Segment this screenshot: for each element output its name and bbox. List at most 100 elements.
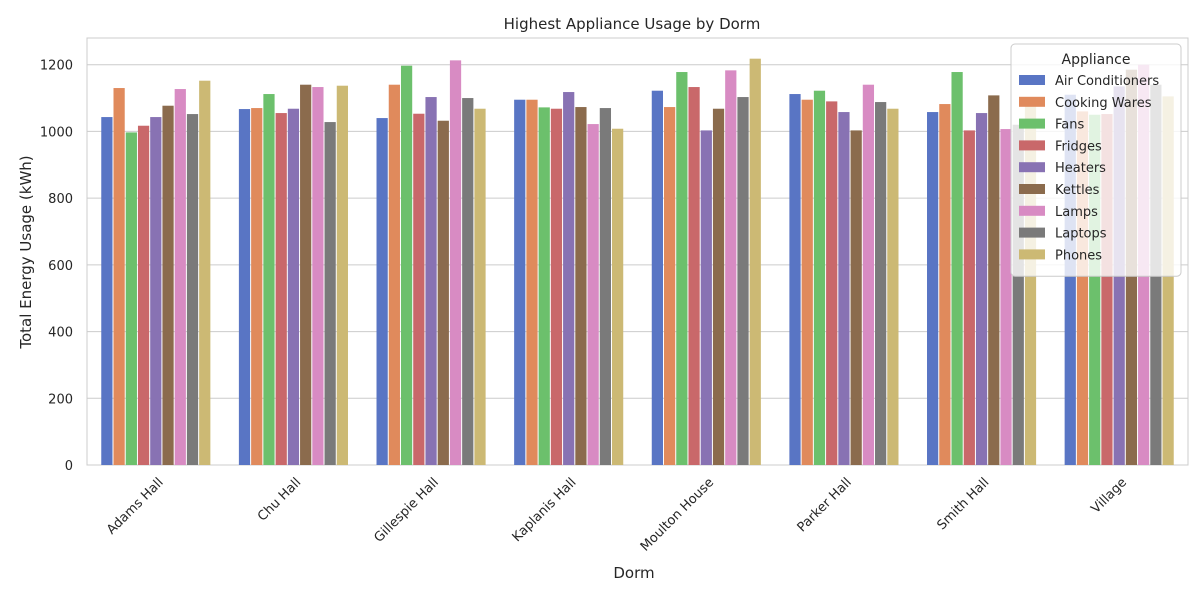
bar: [612, 128, 624, 466]
bar: [725, 70, 737, 466]
bar: [312, 87, 324, 466]
bar: [199, 80, 211, 465]
legend-swatch: [1019, 184, 1045, 194]
bar: [927, 112, 939, 466]
bar: [939, 104, 951, 465]
bar: [651, 90, 663, 465]
legend-title: Appliance: [1062, 52, 1131, 68]
bar: [1064, 94, 1076, 465]
x-axis-ticks: Adams Hall Chu Hall Gillespie Hall Kaplanis…: [104, 475, 1130, 554]
legend-label: Air Conditioners: [1055, 74, 1159, 89]
bar: [287, 108, 300, 466]
bar: [474, 108, 486, 466]
bar: [1089, 114, 1101, 465]
y-tick-label: 1200: [40, 59, 73, 74]
bar: [1012, 124, 1024, 465]
bar: [587, 124, 599, 465]
bar: [575, 107, 587, 466]
bar: [275, 113, 287, 465]
bar: [737, 97, 749, 466]
bar: [514, 99, 526, 465]
x-tick-label: Chu Hall: [255, 475, 304, 524]
x-tick-label: Adams Hall: [104, 475, 167, 538]
bar: [174, 89, 186, 465]
series-air-conditioners: [101, 90, 1076, 466]
legend-label: Kettles: [1055, 183, 1100, 198]
series-kettles: [162, 69, 1138, 466]
bar: [162, 105, 174, 465]
bar: [336, 85, 348, 465]
x-axis-label: Dorm: [613, 564, 654, 582]
y-tick-label: 600: [48, 259, 73, 274]
series-fans: [125, 65, 1101, 466]
x-tick-label: Moulton House: [638, 475, 717, 554]
bar: [238, 109, 251, 465]
legend-swatch: [1019, 96, 1045, 107]
bar: [388, 84, 400, 465]
bar: [749, 58, 761, 466]
bar: [789, 94, 801, 465]
legend-swatch: [1019, 227, 1045, 238]
bar: [676, 72, 688, 466]
bar: [425, 97, 437, 466]
legend-swatch: [1019, 162, 1045, 173]
legend-swatch: [1019, 140, 1045, 151]
bar: [813, 90, 826, 465]
plot-area: [86, 37, 1189, 466]
bar: [324, 122, 336, 466]
x-tick-label: Village: [1089, 475, 1130, 516]
legend-label: Phones: [1055, 248, 1102, 263]
y-tick-label: 0: [65, 459, 73, 474]
bar: [599, 108, 612, 465]
bar: [951, 72, 963, 466]
y-axis-label: Total Energy Usage (kWh): [17, 155, 35, 349]
y-tick-label: 800: [48, 192, 73, 207]
bar: [137, 125, 150, 465]
legend-swatch: [1019, 249, 1045, 260]
bar: [988, 95, 1000, 466]
legend-label: Lamps: [1055, 205, 1098, 220]
y-tick-label: 1000: [40, 125, 73, 140]
bar: [1000, 129, 1012, 465]
bar: [186, 114, 199, 465]
legend-label: Heaters: [1055, 161, 1106, 176]
bar: [101, 117, 113, 466]
bar: [538, 107, 550, 465]
bar: [150, 117, 162, 466]
legend-swatch: [1019, 75, 1045, 85]
x-tick-label: Parker Hall: [795, 475, 855, 535]
bar: [712, 108, 725, 466]
y-tick-label: 200: [48, 392, 73, 407]
series-phones: [199, 58, 1174, 466]
bar: [850, 130, 862, 466]
bars: [101, 58, 1174, 466]
bar: [663, 107, 676, 466]
bar: [550, 108, 563, 466]
bar: [875, 102, 887, 466]
bar: [1024, 99, 1037, 465]
bar: [263, 94, 275, 465]
legend: Appliance Air Conditioners Cooking Wares Fa…: [1010, 43, 1182, 277]
bar: [113, 88, 125, 465]
bar: [125, 132, 137, 465]
bar: [376, 118, 388, 465]
bar: [1162, 96, 1174, 465]
bar: [1076, 111, 1089, 465]
series-heaters: [150, 86, 1125, 466]
legend-swatch: [1019, 118, 1045, 129]
x-tick-label: Gillespie Hall: [371, 475, 441, 545]
legend-label: Cooking Wares: [1055, 96, 1152, 111]
legend-box: [1010, 43, 1182, 277]
bar: [700, 130, 712, 466]
bar: [449, 60, 462, 466]
bar: [975, 113, 988, 465]
y-tick-label: 400: [48, 326, 73, 341]
bar: [801, 99, 813, 465]
chart-title: Highest Appliance Usage by Dorm: [504, 15, 761, 33]
bar: [862, 84, 875, 465]
series-fridges: [137, 87, 1113, 466]
bar: [413, 113, 425, 466]
y-axis-ticks: 0 200 400 600 800 1000 1200: [40, 59, 73, 474]
bar: [300, 84, 312, 465]
